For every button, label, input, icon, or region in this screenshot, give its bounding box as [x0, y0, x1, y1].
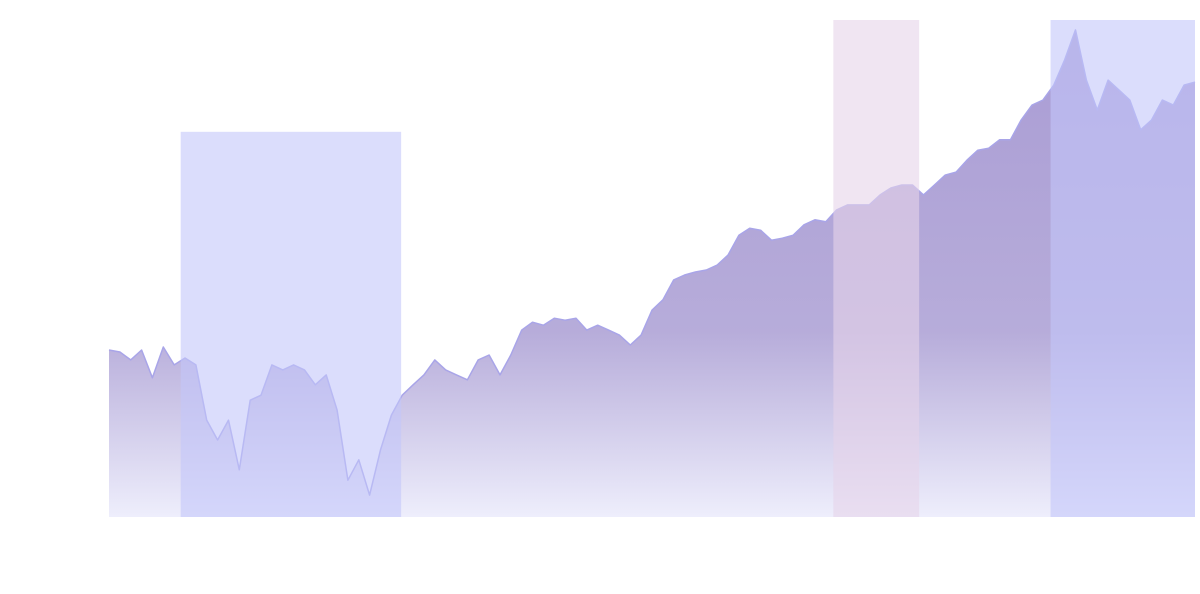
highlight-band — [1050, 20, 1195, 517]
highlight-band — [180, 131, 402, 517]
highlight-band — [833, 20, 920, 517]
area — [109, 29, 1195, 518]
